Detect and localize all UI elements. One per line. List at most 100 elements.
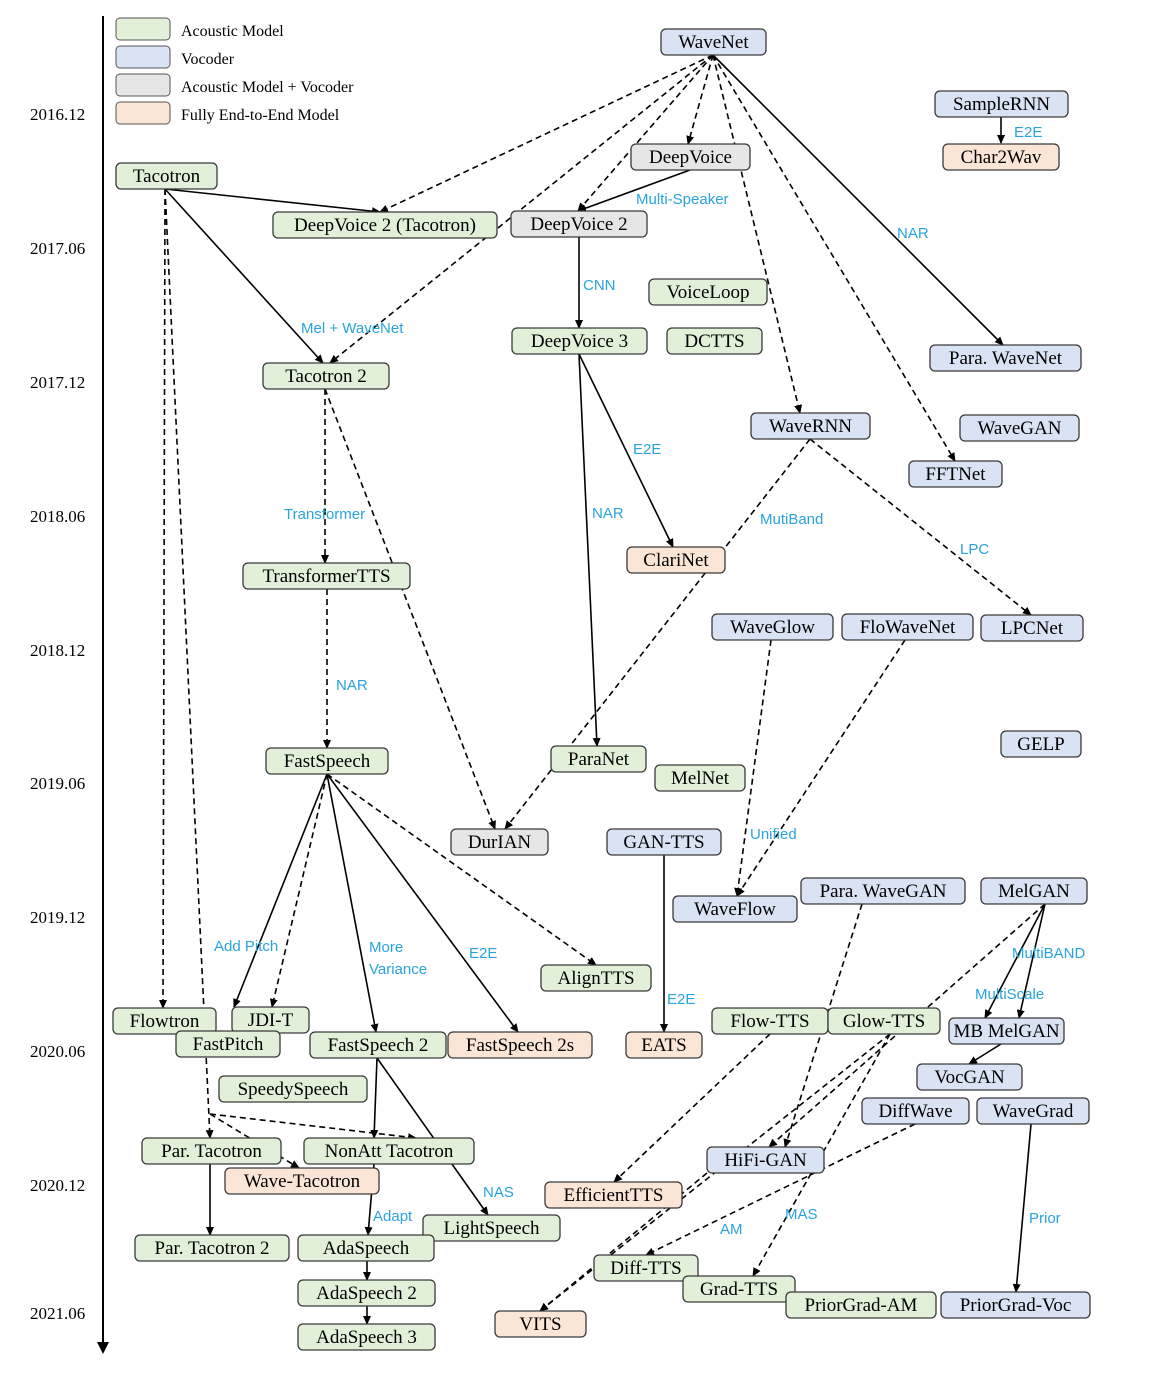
node-priorgradvoc: PriorGrad-Voc	[940, 1291, 1091, 1319]
node-box	[450, 828, 549, 856]
node-box	[1000, 730, 1082, 758]
edge-label: More	[369, 939, 403, 956]
node-label: DeepVoice 3	[531, 331, 628, 352]
edge-label: CNN	[583, 277, 616, 294]
node-box	[303, 1137, 475, 1165]
node-box	[422, 1214, 561, 1242]
node-box	[785, 1291, 937, 1319]
node-wavegan: WaveGAN	[959, 414, 1080, 442]
node-label: DeepVoice	[649, 147, 732, 168]
dashed-arrow	[164, 188, 214, 1139]
node-label: FastSpeech 2s	[466, 1035, 574, 1056]
node-box	[948, 1017, 1065, 1045]
edge-label: Add Pitch	[214, 938, 278, 955]
node-label: AlignTTS	[557, 968, 634, 989]
node-label: WaveGrad	[993, 1101, 1074, 1122]
node-adaspeech2: AdaSpeech 2	[297, 1279, 436, 1307]
node-box	[648, 278, 768, 306]
node-box	[934, 90, 1069, 118]
node-box	[942, 143, 1060, 171]
date-label: 2019.06	[30, 774, 85, 793]
edge-label: E2E	[1014, 124, 1042, 141]
node-voiceloop: VoiceLoop	[648, 278, 768, 306]
node-vocgan: VocGAN	[916, 1063, 1023, 1091]
legend: Acoustic Model Vocoder Acoustic Model + …	[115, 17, 354, 125]
edge-label: E2E	[469, 945, 497, 962]
edge-label: Mel + WaveNet	[301, 320, 404, 337]
node-box	[861, 1097, 970, 1125]
node-deepvoice: DeepVoice	[630, 143, 751, 171]
dashed-arrow	[326, 773, 597, 966]
node-label: Glow-TTS	[843, 1011, 925, 1032]
edge-label: Multi-Speaker	[636, 191, 729, 208]
solid-arrow	[968, 1043, 1002, 1065]
solid-arrow	[376, 1057, 489, 1216]
node-lpcnet: LPCNet	[980, 614, 1084, 642]
node-priorgradam: PriorGrad-AM	[785, 1291, 937, 1319]
node-box	[980, 877, 1088, 905]
node-flowtts: Flow-TTS	[711, 1007, 829, 1035]
node-box	[540, 964, 652, 992]
edge-label: MultiBAND	[1012, 945, 1086, 962]
node-label: EfficientTTS	[564, 1185, 664, 1206]
node-label: Para. WaveNet	[949, 348, 1063, 369]
node-box	[141, 1137, 282, 1165]
dashed-arrow	[324, 388, 496, 830]
node-label: WaveGlow	[730, 617, 815, 638]
node-box	[672, 895, 798, 923]
edge-label: Transformer	[284, 506, 365, 523]
node-label: WaveNet	[678, 32, 749, 53]
node-box	[447, 1031, 593, 1059]
edge-label: NAR	[592, 505, 624, 522]
solid-arrow	[233, 773, 328, 1008]
node-box	[511, 327, 648, 355]
node-mbmelgan: MB MelGAN	[948, 1017, 1065, 1045]
node-label: ClariNet	[643, 550, 709, 571]
nodes: WaveNet SampleRNN Char2Wav Tacotron DeepVoic…	[112, 28, 1091, 1351]
node-box	[626, 546, 726, 574]
solid-arrow	[326, 773, 379, 1033]
node-label: Diff-TTS	[610, 1258, 681, 1279]
node-wavegrad: WaveGrad	[976, 1097, 1090, 1125]
dashed-arrow	[329, 54, 714, 364]
node-fftnet: FFTNet	[908, 460, 1003, 488]
solid-arrow	[1012, 1123, 1032, 1293]
edges	[159, 54, 1046, 1325]
node-box	[660, 28, 767, 56]
edge-labels: E2E Multi-Speaker NAR CNN Mel + WaveNet E2E NA…	[214, 124, 1086, 1238]
legend-label: Acoustic Model	[181, 23, 284, 40]
node-box	[630, 143, 751, 171]
node-label: MelGAN	[998, 881, 1070, 902]
node-waveglow: WaveGlow	[711, 613, 834, 641]
node-label: FastSpeech 2	[328, 1035, 429, 1056]
node-box	[976, 1097, 1090, 1125]
legend-label: Acoustic Model + Vocoder	[181, 79, 354, 96]
node-box	[593, 1254, 699, 1282]
node-box	[494, 1310, 587, 1338]
date-label: 2018.06	[30, 507, 85, 526]
node-label: WaveFlow	[694, 899, 776, 920]
node-box	[606, 828, 722, 856]
node-label: Par. Tacotron	[161, 1141, 262, 1162]
timeline: 2016.12 2017.06 2017.12 2018.06 2018.12 …	[30, 16, 109, 1354]
node-label: JDI-T	[248, 1010, 294, 1031]
legend-swatch-acoustic	[115, 17, 171, 41]
node-wavernn: WaveRNN	[750, 412, 871, 440]
node-label: DCTTS	[684, 331, 744, 352]
node-label: Tacotron	[133, 166, 201, 187]
node-box	[272, 211, 498, 239]
date-label: 2017.12	[30, 373, 85, 392]
node-transformertts: TransformerTTS	[242, 562, 411, 590]
edge-label: E2E	[633, 441, 661, 458]
node-speedyspeech: SpeedySpeech	[218, 1075, 368, 1103]
node-box	[827, 1007, 941, 1035]
legend-swatch-vocoder	[115, 45, 171, 69]
dashed-arrow	[577, 54, 714, 212]
node-flowavenet: FloWaveNet	[841, 613, 974, 641]
node-label: WaveGAN	[978, 418, 1062, 439]
dashed-arrow	[645, 1123, 916, 1256]
node-label: Flowtron	[130, 1011, 200, 1032]
node-tacotron: Tacotron	[115, 162, 218, 190]
node-label: AdaSpeech 3	[316, 1327, 417, 1348]
